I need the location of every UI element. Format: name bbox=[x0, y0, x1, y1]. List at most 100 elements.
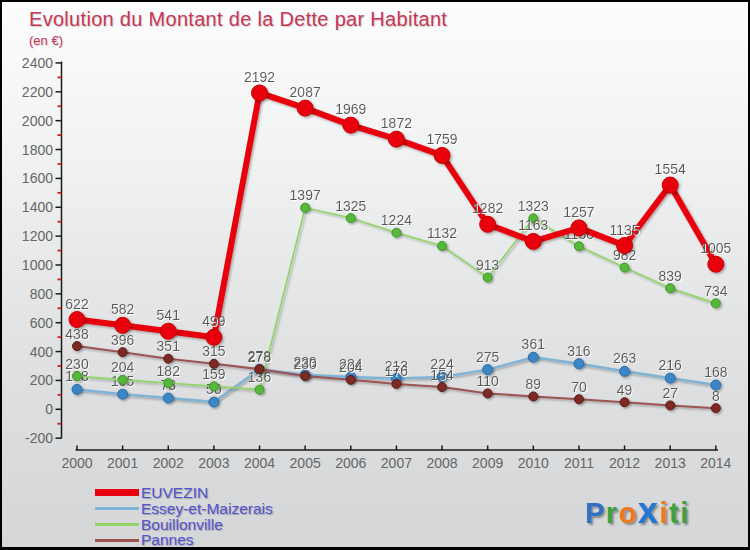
logo-letter: r bbox=[606, 497, 619, 529]
data-point bbox=[711, 299, 720, 308]
data-point bbox=[711, 404, 720, 413]
data-point bbox=[118, 348, 127, 357]
legend-item-bouillonville: Bouillonville bbox=[95, 517, 273, 533]
data-point bbox=[388, 131, 404, 147]
value-label: 110 bbox=[477, 373, 500, 389]
y-axis: -200020040060080010001200140016001800200… bbox=[22, 55, 62, 446]
data-point bbox=[620, 366, 630, 376]
x-tick-label: 2012 bbox=[609, 455, 640, 471]
value-label: 176 bbox=[385, 363, 409, 379]
value-label: 70 bbox=[571, 379, 587, 395]
value-label: 1132 bbox=[427, 225, 457, 241]
y-tick-label: 1800 bbox=[22, 142, 53, 158]
value-label: 1397 bbox=[290, 187, 321, 203]
value-label: 1224 bbox=[381, 212, 412, 228]
data-point bbox=[574, 395, 583, 404]
value-label: 1005 bbox=[700, 240, 731, 256]
y-tick-label: 2000 bbox=[22, 113, 53, 129]
value-label: 182 bbox=[157, 363, 181, 379]
x-tick-label: 2003 bbox=[198, 455, 229, 471]
value-label: 204 bbox=[111, 359, 135, 375]
y-tick-label: 1400 bbox=[22, 199, 53, 215]
value-label: 263 bbox=[613, 350, 637, 366]
data-point bbox=[665, 373, 675, 383]
legend-label: Pannes bbox=[141, 531, 194, 549]
data-point bbox=[209, 382, 218, 391]
x-tick-label: 2000 bbox=[61, 455, 92, 471]
value-label: 204 bbox=[339, 359, 363, 375]
data-point bbox=[574, 359, 584, 369]
logo-letter: x bbox=[638, 490, 660, 531]
value-label: 1872 bbox=[381, 115, 412, 131]
x-tick-label: 2008 bbox=[426, 455, 457, 471]
data-point bbox=[528, 352, 538, 362]
value-label: 1554 bbox=[655, 161, 686, 177]
y-tick-label: 1600 bbox=[22, 170, 53, 186]
value-label: 1759 bbox=[426, 131, 457, 147]
legend-item-euvezin: EUVEZIN bbox=[95, 485, 273, 501]
data-point bbox=[438, 383, 447, 392]
value-label: 49 bbox=[617, 382, 633, 398]
series-euvezin: 6225825414992192208719691872175912821163… bbox=[65, 69, 731, 345]
x-tick-label: 2011 bbox=[564, 455, 594, 471]
data-point bbox=[73, 372, 82, 381]
legend-item-pannes: Pannes bbox=[95, 532, 273, 548]
value-label: 2192 bbox=[244, 69, 275, 85]
data-point bbox=[69, 312, 85, 328]
value-label: 168 bbox=[704, 364, 728, 380]
data-point bbox=[118, 375, 127, 384]
data-point bbox=[209, 359, 218, 368]
data-point bbox=[163, 393, 173, 403]
data-point bbox=[483, 389, 492, 398]
legend: EUVEZINEssey-et-MaizeraisBouillonvillePa… bbox=[95, 485, 273, 548]
value-label: 27 bbox=[662, 385, 678, 401]
y-tick-label: 2400 bbox=[22, 55, 53, 71]
y-tick-label: 200 bbox=[30, 372, 54, 388]
value-label: 541 bbox=[157, 307, 181, 323]
x-tick-label: 2001 bbox=[107, 455, 138, 471]
value-label: 582 bbox=[111, 301, 135, 317]
legend-swatch bbox=[95, 523, 139, 526]
y-tick-label: 2200 bbox=[22, 84, 53, 100]
data-point bbox=[343, 117, 359, 133]
data-point bbox=[346, 375, 355, 384]
value-label: 839 bbox=[659, 268, 683, 284]
x-tick-label: 2009 bbox=[472, 455, 503, 471]
value-label: 361 bbox=[522, 336, 546, 352]
legend-item-essey-et-maizerais: Essey-et-Maizerais bbox=[95, 501, 273, 517]
y-tick-label: 600 bbox=[30, 315, 54, 331]
data-point bbox=[346, 214, 355, 223]
data-point bbox=[206, 329, 222, 345]
data-point bbox=[164, 354, 173, 363]
value-label: 230 bbox=[65, 356, 89, 372]
data-point bbox=[164, 379, 173, 388]
value-label: 499 bbox=[202, 313, 226, 329]
value-label: 278 bbox=[248, 349, 272, 365]
data-point bbox=[620, 263, 629, 272]
y-tick-label: -200 bbox=[25, 430, 53, 446]
x-axis: 2000200120022003200420052006200720082009… bbox=[61, 446, 731, 472]
value-label: 154 bbox=[430, 367, 454, 383]
x-tick-label: 2005 bbox=[290, 455, 321, 471]
value-label: 89 bbox=[526, 376, 542, 392]
data-point bbox=[160, 323, 176, 339]
value-label: 275 bbox=[476, 349, 500, 365]
data-point bbox=[617, 238, 633, 254]
data-point bbox=[529, 392, 538, 401]
data-point bbox=[392, 228, 401, 237]
y-tick-label: 1200 bbox=[22, 228, 53, 244]
legend-swatch bbox=[95, 539, 139, 542]
data-point bbox=[252, 85, 268, 101]
x-tick-label: 2004 bbox=[244, 455, 275, 471]
x-tick-label: 2014 bbox=[700, 455, 731, 471]
data-point bbox=[483, 273, 492, 282]
y-tick-label: 1000 bbox=[22, 257, 53, 273]
logo-letter: i bbox=[680, 497, 690, 529]
logo-letter: o bbox=[619, 497, 638, 529]
y-tick-label: 800 bbox=[30, 286, 54, 302]
y-tick-label: 0 bbox=[45, 401, 53, 417]
value-label: 913 bbox=[476, 257, 500, 273]
value-label: 622 bbox=[65, 296, 89, 312]
data-point bbox=[571, 220, 587, 236]
value-label: 1969 bbox=[335, 101, 366, 117]
